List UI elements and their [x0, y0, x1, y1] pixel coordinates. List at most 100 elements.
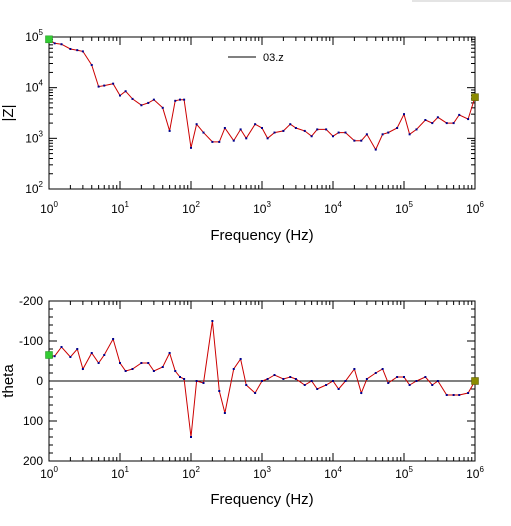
impedance-data-point — [452, 122, 455, 125]
tick-base: 10 — [395, 467, 409, 481]
phase-data-point — [190, 436, 192, 438]
tick-base: 10 — [111, 467, 125, 481]
phase-data-point — [76, 348, 79, 350]
impedance-data-point — [294, 126, 297, 129]
impedance-data-point — [174, 99, 177, 102]
impedance-data-point — [325, 128, 328, 131]
tick-base: 10 — [324, 467, 338, 481]
impedance-data-point — [381, 133, 384, 136]
phase-data-point — [403, 376, 405, 378]
phase-y-tick-label: -100 — [19, 334, 43, 348]
impedance-data-point — [387, 131, 390, 134]
phase-data-point — [408, 384, 411, 386]
impedance-data-point — [445, 122, 448, 125]
impedance-x-tick-label: 104 — [324, 200, 342, 216]
tick-exponent: 1 — [124, 200, 129, 209]
phase-data-point — [211, 320, 214, 322]
phase-data-point — [316, 388, 319, 390]
impedance-data-point — [60, 43, 63, 46]
phase-data-point — [310, 380, 313, 382]
impedance-data-point — [316, 128, 319, 131]
phase-data-point — [254, 392, 257, 394]
impedance-y-tick-label: 104 — [25, 79, 43, 95]
phase-data-point — [289, 376, 292, 378]
tick-exponent: 4 — [337, 200, 342, 209]
impedance-data-point — [374, 148, 377, 151]
impedance-plot-frame — [48, 36, 476, 190]
impedance-data-point — [119, 94, 121, 97]
phase-y-tick-label: -200 — [19, 294, 43, 308]
phase-data-point — [223, 412, 226, 414]
phase-data-point — [303, 384, 306, 386]
impedance-chart: |Z| Frequency (Hz) 03.z 100 101 102 103 104 1… — [0, 28, 484, 244]
phase-data-point — [458, 394, 461, 396]
phase-data-point — [294, 378, 297, 380]
impedance-data-point — [103, 84, 106, 87]
impedance-data-point — [415, 128, 418, 131]
phase-data-point — [353, 368, 356, 370]
tick-base: 10 — [182, 202, 196, 216]
impedance-x-tick-label: 102 — [182, 200, 200, 216]
impedance-data-point — [112, 82, 115, 85]
phase-data-point — [152, 370, 155, 372]
impedance-data-point — [239, 128, 242, 131]
impedance-data-point — [90, 64, 93, 67]
impedance-data-point — [140, 104, 143, 107]
impedance-data-point — [353, 139, 356, 142]
phase-data-point — [131, 368, 134, 370]
tick-base: 10 — [111, 202, 125, 216]
impedance-data-point — [53, 42, 56, 45]
impedance-data-point — [69, 47, 72, 50]
impedance-data-point — [408, 133, 411, 136]
phase-data-point — [325, 384, 328, 386]
impedance-data-point — [303, 129, 306, 132]
phase-data-point — [436, 380, 439, 382]
phase-data-point — [381, 368, 384, 370]
phase-data-point — [445, 394, 448, 396]
phase-data-point — [183, 378, 186, 380]
impedance-data-point — [76, 49, 79, 52]
tick-base: 10 — [182, 467, 196, 481]
impedance-y-tick-label: 102 — [25, 180, 43, 196]
impedance-x-tick-label: 100 — [40, 200, 58, 216]
tick-exponent: 5 — [39, 28, 44, 37]
legend-label: 03.z — [263, 52, 284, 64]
impedance-data-point — [467, 118, 470, 121]
phase-data-point — [365, 378, 368, 380]
impedance-data-point — [273, 131, 276, 134]
phase-data-point — [467, 392, 470, 394]
phase-start-marker — [45, 351, 53, 359]
tick-base: 10 — [324, 202, 338, 216]
impedance-x-tick-label: 106 — [466, 200, 484, 216]
impedance-x-tick-label: 105 — [395, 200, 413, 216]
impedance-data-point — [365, 133, 368, 136]
impedance-data-point — [424, 119, 427, 122]
impedance-data-point — [458, 113, 461, 116]
impedance-data-point — [310, 135, 313, 138]
tick-exponent: 0 — [53, 200, 58, 209]
phase-data-point — [282, 378, 285, 380]
phase-x-tick-label: 102 — [182, 465, 200, 481]
impedance-data-point — [147, 101, 150, 104]
impedance-data-point — [337, 131, 340, 134]
phase-y-tick-label: 0 — [36, 374, 43, 388]
phase-data-point — [387, 382, 390, 384]
impedance-data-point — [202, 131, 205, 134]
impedance-data-point — [261, 126, 263, 129]
phase-data-point — [232, 368, 235, 370]
phase-end-marker — [471, 377, 479, 385]
impedance-data-point — [289, 123, 292, 126]
phase-x-tick-label: 105 — [395, 465, 413, 481]
impedance-data-point — [183, 98, 186, 101]
phase-data-point — [124, 370, 127, 372]
phase-data-point — [97, 362, 100, 364]
tick-exponent: 6 — [479, 200, 484, 209]
impedance-data-point — [97, 85, 100, 88]
phase-data-point — [344, 380, 347, 382]
impedance-y-axis-title-group: |Z| — [0, 105, 17, 122]
impedance-data-point — [254, 123, 257, 126]
impedance-data-point — [131, 97, 134, 100]
tick-base: 10 — [25, 131, 39, 145]
